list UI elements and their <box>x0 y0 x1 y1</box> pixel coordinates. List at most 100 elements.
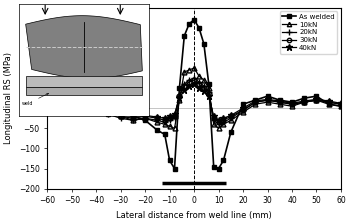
30kN <box>192 79 196 81</box>
30kN <box>168 117 172 120</box>
20kN <box>155 119 160 122</box>
40kN <box>119 113 123 116</box>
As welded <box>314 95 318 97</box>
40kN <box>57 106 62 108</box>
40kN <box>168 115 172 118</box>
20kN <box>94 111 98 114</box>
40kN <box>241 107 245 110</box>
40kN <box>182 89 187 91</box>
30kN <box>221 119 225 122</box>
30kN <box>339 103 343 106</box>
10kN <box>302 101 306 103</box>
20kN <box>143 117 147 120</box>
Polygon shape <box>26 16 142 78</box>
Y-axis label: Longitudinal RS (MPa): Longitudinal RS (MPa) <box>4 52 13 144</box>
40kN <box>327 100 331 102</box>
20kN <box>82 109 86 112</box>
20kN <box>265 99 270 101</box>
30kN <box>143 115 147 118</box>
30kN <box>229 115 233 118</box>
40kN <box>202 90 206 93</box>
30kN <box>131 117 135 120</box>
40kN <box>265 98 270 101</box>
30kN <box>212 117 216 120</box>
10kN <box>241 111 245 114</box>
20kN <box>187 79 191 81</box>
30kN <box>106 111 111 114</box>
40kN <box>339 102 343 105</box>
As welded <box>131 115 135 118</box>
10kN <box>290 105 294 108</box>
40kN <box>187 85 191 87</box>
As welded <box>82 105 86 108</box>
10kN <box>327 103 331 106</box>
20kN <box>106 113 111 116</box>
30kN <box>182 85 187 87</box>
Text: weld: weld <box>22 93 49 106</box>
20kN <box>229 117 233 120</box>
20kN <box>131 119 135 122</box>
20kN <box>327 101 331 103</box>
10kN <box>57 107 62 110</box>
As welded <box>143 119 147 122</box>
40kN <box>290 102 294 105</box>
10kN <box>70 105 74 108</box>
Text: F: F <box>111 0 114 1</box>
As welded <box>119 110 123 113</box>
As welded <box>221 159 225 162</box>
10kN <box>192 67 196 69</box>
FancyBboxPatch shape <box>26 76 142 87</box>
20kN <box>202 85 206 87</box>
10kN <box>216 127 221 130</box>
As welded <box>187 22 191 25</box>
As welded <box>265 95 270 97</box>
20kN <box>119 117 123 120</box>
40kN <box>106 110 111 113</box>
30kN <box>207 93 211 95</box>
20kN <box>177 95 182 97</box>
10kN <box>207 87 211 89</box>
30kN <box>173 115 177 118</box>
10kN <box>253 103 257 106</box>
40kN <box>221 117 225 120</box>
20kN <box>70 107 74 110</box>
40kN <box>131 115 135 118</box>
10kN <box>314 99 318 101</box>
As welded <box>207 83 211 85</box>
10kN <box>339 105 343 108</box>
As welded <box>278 99 282 101</box>
As welded <box>339 105 343 108</box>
10kN <box>119 115 123 118</box>
As welded <box>94 111 98 114</box>
As welded <box>212 165 216 168</box>
30kN <box>45 107 49 110</box>
40kN <box>216 119 221 122</box>
Line: 20kN: 20kN <box>44 75 344 128</box>
40kN <box>177 97 182 99</box>
10kN <box>163 123 167 126</box>
30kN <box>302 101 306 103</box>
10kN <box>82 107 86 110</box>
As welded <box>229 131 233 134</box>
FancyBboxPatch shape <box>26 87 142 95</box>
X-axis label: Lateral distance from weld line (mm): Lateral distance from weld line (mm) <box>116 211 272 220</box>
As welded <box>155 129 160 132</box>
40kN <box>212 115 216 118</box>
10kN <box>221 123 225 126</box>
20kN <box>192 77 196 79</box>
20kN <box>168 119 172 122</box>
30kN <box>70 106 74 108</box>
30kN <box>202 87 206 89</box>
20kN <box>290 103 294 106</box>
As welded <box>241 103 245 106</box>
As welded <box>163 133 167 136</box>
As welded <box>253 99 257 101</box>
As welded <box>182 34 187 37</box>
Line: 40kN: 40kN <box>44 81 344 124</box>
Line: 30kN: 30kN <box>45 78 343 125</box>
30kN <box>327 101 331 103</box>
10kN <box>187 69 191 71</box>
30kN <box>290 103 294 106</box>
Legend: As welded, 10kN, 20kN, 30kN, 40kN: As welded, 10kN, 20kN, 30kN, 40kN <box>280 11 337 54</box>
20kN <box>253 101 257 103</box>
